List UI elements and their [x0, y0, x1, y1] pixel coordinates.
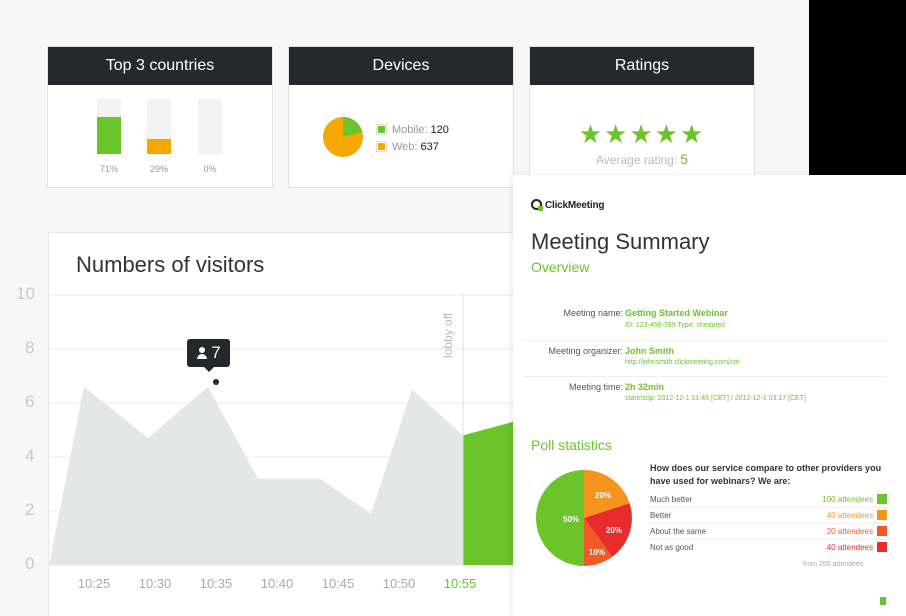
- highlight-point: [213, 379, 219, 385]
- info-row-organizer: Meeting organizer: John Smith http://joh…: [523, 341, 887, 377]
- country-bar: [147, 99, 171, 154]
- average-rating: Average rating: 5: [530, 151, 754, 167]
- info-detail: ID: 123-456-789 Type: sheduled: [625, 322, 725, 329]
- poll-option: Better: [650, 511, 672, 520]
- poll-swatch: [877, 510, 887, 520]
- legend-label: Web:: [392, 141, 418, 153]
- info-row-meeting-time: Meeting time: 2h 32min start/stop: 2012-…: [523, 377, 887, 413]
- poll-swatch: [877, 494, 887, 504]
- pie-label: 20%: [606, 526, 622, 535]
- info-value: John Smith: [625, 346, 674, 356]
- poll-title: Poll statistics: [531, 437, 612, 453]
- info-label: Meeting time:: [568, 382, 623, 392]
- x-tick-label: 10:55: [443, 576, 477, 591]
- lobby-off-label: lobby off: [441, 312, 455, 358]
- visitor-tooltip: 7: [187, 339, 230, 372]
- black-corner: [809, 0, 906, 175]
- visitors-area-series: [49, 386, 463, 565]
- poll-option: About the same: [650, 527, 707, 536]
- ratings-card: Ratings ★★★★★ Average rating: 5: [529, 46, 755, 188]
- x-tick-label: 10:45: [321, 576, 355, 591]
- poll-row: Much better 100 attendees: [650, 493, 887, 508]
- poll-row: Better 40 attendees: [650, 509, 887, 524]
- country-bar: [97, 99, 121, 154]
- poll-total-note: from 200 attendees: [803, 561, 864, 568]
- poll-row: About the same 20 attendees: [650, 525, 887, 540]
- average-rating-label: Average rating:: [596, 153, 678, 167]
- y-tick-label: 0: [25, 554, 35, 573]
- web-swatch: [376, 141, 387, 152]
- x-tick-label: 10:30: [138, 576, 172, 591]
- average-rating-value: 5: [680, 151, 688, 167]
- poll-count: 40 attendees: [826, 511, 873, 520]
- x-tick-label: 10:35: [199, 576, 233, 591]
- country-percent: 29%: [149, 164, 168, 174]
- poll-count: 20 attendees: [826, 527, 873, 536]
- legend-web: Web: 637: [376, 141, 439, 153]
- page-marker: [880, 597, 886, 605]
- x-tick-label: 10:50: [382, 576, 416, 591]
- user-icon: [196, 347, 208, 359]
- mobile-swatch: [376, 124, 387, 135]
- poll-question: How does our service compare to other pr…: [650, 463, 882, 486]
- visitors-title: Numbers of visitors: [76, 252, 265, 277]
- info-value: 2h 32min: [625, 382, 665, 392]
- poll-option: Not as good: [650, 543, 694, 552]
- country-bar-fill: [147, 139, 171, 154]
- poll-swatch: [877, 526, 887, 536]
- summary-title: Meeting Summary: [531, 229, 710, 254]
- poll-count: 100 attendees: [822, 495, 873, 504]
- y-tick-label: 4: [25, 446, 35, 465]
- info-label: Meeting name:: [563, 308, 623, 318]
- poll-row: Not as good 40 attendees: [650, 541, 887, 556]
- clickmeeting-logo: ClickMeeting: [531, 199, 604, 211]
- info-value: Getting Started Webinar: [625, 308, 728, 318]
- info-row-meeting-name: Meeting name: Getting Started Webinar ID…: [523, 303, 887, 341]
- poll-swatch: [877, 542, 887, 552]
- y-tick-label: 10: [16, 284, 35, 303]
- devices-pie: [323, 117, 363, 157]
- poll-count: 40 attendees: [826, 543, 873, 552]
- visitors-area-series-live: [463, 421, 513, 565]
- legend-label: Mobile:: [392, 124, 428, 136]
- card-title: Top 3 countries: [48, 47, 272, 85]
- pie-label: 50%: [563, 515, 579, 524]
- y-tick-label: 8: [25, 338, 35, 357]
- poll-option: Much better: [650, 495, 693, 504]
- legend-value: 637: [420, 141, 439, 153]
- star-rating-icons: ★★★★★: [578, 119, 706, 149]
- y-tick-label: 6: [25, 392, 35, 411]
- country-bar: [198, 99, 222, 154]
- country-percent: 0%: [203, 164, 217, 174]
- pie-label: 20%: [595, 491, 611, 500]
- card-title: Ratings: [530, 47, 754, 85]
- logo-text: ClickMeeting: [545, 200, 605, 211]
- logo-icon: [531, 199, 543, 211]
- devices-card: Devices Mobile: 120 Web: 637: [288, 46, 514, 188]
- card-title: Devices: [289, 47, 513, 85]
- summary-subtitle: Overview: [531, 259, 590, 275]
- info-link[interactable]: http://johnsmith.clickmeeting.com/cm: [625, 359, 740, 366]
- x-tick-label: 10:25: [77, 576, 111, 591]
- meeting-summary-document: ClickMeeting Meeting Summary Overview Me…: [513, 175, 906, 616]
- poll-pie: 50% 20% 20% 10%: [536, 470, 632, 566]
- country-percent: 71%: [99, 164, 118, 174]
- pie-label: 10%: [589, 548, 605, 557]
- country-bar-fill: [97, 117, 121, 154]
- info-label: Meeting organizer:: [548, 346, 623, 356]
- top-countries-card: Top 3 countries 71% 29% 0%: [47, 46, 273, 188]
- legend-mobile: Mobile: 120: [376, 124, 449, 136]
- info-detail: start/stop: 2012-12-1 01:45 [CET] / 2012…: [625, 395, 806, 402]
- x-tick-label: 10:40: [260, 576, 294, 591]
- tooltip-value: 7: [211, 343, 221, 362]
- legend-value: 120: [430, 124, 449, 136]
- y-tick-label: 2: [25, 500, 35, 519]
